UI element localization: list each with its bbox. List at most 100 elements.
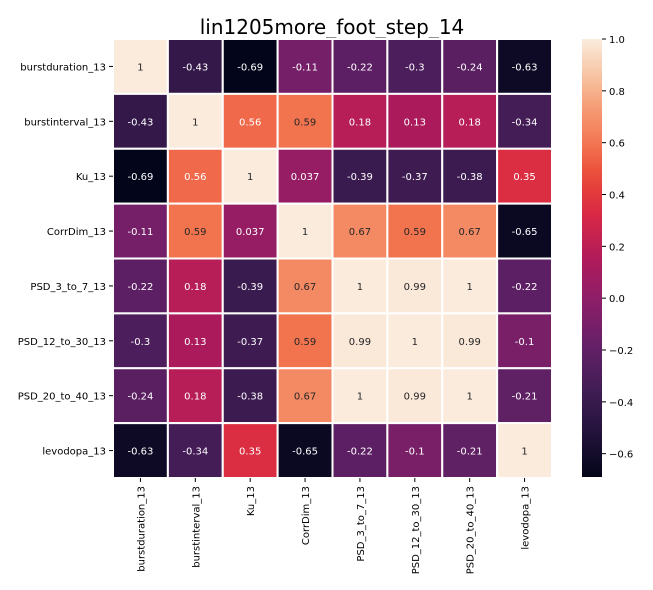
heatmap-cell-label: -0.22 bbox=[347, 62, 373, 73]
heatmap-cell-label: -0.65 bbox=[512, 227, 538, 238]
heatmap-cell bbox=[496, 312, 553, 370]
x-tick-label: CorrDim_13 bbox=[301, 486, 312, 545]
heatmap-cell bbox=[496, 38, 553, 95]
heatmap-cell bbox=[386, 312, 444, 370]
heatmap-cell-label: 0.13 bbox=[184, 337, 206, 348]
heatmap-cell-label: -0.65 bbox=[292, 447, 318, 458]
heatmap-cell-label: -0.22 bbox=[512, 282, 538, 293]
heatmap-cell-label: -0.43 bbox=[182, 62, 208, 73]
heatmap-cell-label: 1 bbox=[467, 282, 473, 293]
y-tick-label: burstinterval_13 bbox=[24, 117, 106, 128]
heatmap-cell bbox=[221, 147, 279, 205]
heatmap-cell bbox=[496, 92, 553, 150]
chart-title: lin1205more_foot_step_14 bbox=[200, 15, 465, 39]
heatmap-cell-label: -0.69 bbox=[128, 172, 154, 183]
y-tick-label: PSD_20_to_40_13 bbox=[18, 392, 106, 403]
x-tick-label: burstduration_13 bbox=[136, 486, 147, 572]
heatmap-cell-label: 0.18 bbox=[184, 392, 206, 403]
heatmap-cell-label: 0.99 bbox=[459, 337, 481, 348]
heatmap-cell bbox=[166, 367, 224, 425]
heatmap-cell-label: -0.3 bbox=[131, 337, 151, 348]
heatmap-cell-label: 0.35 bbox=[239, 447, 261, 458]
heatmap-cell-label: 0.56 bbox=[239, 117, 261, 128]
heatmap-cell bbox=[112, 367, 169, 425]
heatmap-cell-label: 1 bbox=[521, 447, 527, 458]
heatmap-cell-label: -0.1 bbox=[515, 337, 535, 348]
heatmap-cell-label: 0.67 bbox=[459, 227, 481, 238]
x-tick-label: PSD_3_to_7_13 bbox=[356, 486, 367, 562]
heatmap-cell-label: 1 bbox=[302, 227, 308, 238]
y-tick-label: Ku_13 bbox=[76, 172, 106, 183]
colorbar-tick-label: 0.4 bbox=[609, 191, 625, 202]
heatmap-cell-label: -0.69 bbox=[237, 62, 263, 73]
heatmap-cell bbox=[331, 367, 389, 425]
y-tick-label: burstduration_13 bbox=[20, 62, 106, 73]
heatmap-cell-label: -0.11 bbox=[128, 227, 154, 238]
heatmap-cell-label: 0.67 bbox=[294, 392, 316, 403]
heatmap-cell-label: -0.34 bbox=[182, 447, 208, 458]
heatmap-cell bbox=[331, 147, 389, 205]
heatmap-cell-label: 0.35 bbox=[513, 172, 535, 183]
colorbar-tick-label: 0.2 bbox=[609, 242, 625, 253]
heatmap-cell-label: -0.39 bbox=[347, 172, 373, 183]
heatmap-cell-label: 0.59 bbox=[294, 117, 316, 128]
heatmap-cell-label: -0.22 bbox=[128, 282, 154, 293]
heatmap-cell bbox=[221, 367, 279, 425]
heatmap-cell bbox=[331, 257, 389, 315]
heatmap-cell bbox=[276, 92, 334, 150]
heatmap-cell-label: -0.63 bbox=[512, 62, 538, 73]
heatmap-cell bbox=[441, 147, 499, 205]
heatmap-cell-label: 0.56 bbox=[184, 172, 206, 183]
heatmap-cell bbox=[166, 312, 224, 370]
heatmap-cell-label: -0.38 bbox=[457, 172, 483, 183]
heatmap-cell-label: 0.99 bbox=[404, 282, 426, 293]
heatmap-cell bbox=[331, 202, 389, 260]
heatmap-cell-label: 0.99 bbox=[404, 392, 426, 403]
heatmap-cell-label: 0.13 bbox=[404, 117, 426, 128]
heatmap-cell-label: 0.67 bbox=[294, 282, 316, 293]
heatmap-cell bbox=[386, 367, 444, 425]
heatmap-cell bbox=[276, 257, 334, 315]
colorbar bbox=[582, 39, 602, 477]
heatmap-cell-label: 0.67 bbox=[349, 227, 371, 238]
heatmap-cell-label: -0.63 bbox=[128, 447, 154, 458]
heatmap-cell-label: -0.1 bbox=[405, 447, 425, 458]
x-tick-label: PSD_20_to_40_13 bbox=[466, 486, 477, 574]
heatmap-cell-label: 1 bbox=[357, 282, 363, 293]
y-axis-tick-labels: burstduration_13 burstinterval_13 Ku_13 Cor… bbox=[18, 62, 113, 458]
heatmap-cell bbox=[441, 367, 499, 425]
heatmap-cell bbox=[386, 38, 444, 95]
colorbar-tick-label: 0.8 bbox=[609, 87, 625, 98]
colorbar-tick-label: −0.6 bbox=[609, 450, 633, 461]
heatmap-cell-label: 0.037 bbox=[291, 172, 320, 183]
heatmap-cell bbox=[331, 312, 389, 370]
heatmap-cell-labels: 1 -0.43 -0.69 -0.11 -0.22 -0.3 -0.24 -0.63-0.43… bbox=[128, 62, 538, 457]
heatmap-cell bbox=[386, 92, 444, 150]
x-tick-label: Ku_13 bbox=[246, 486, 257, 516]
y-tick-label: PSD_3_to_7_13 bbox=[30, 282, 106, 293]
x-tick-label: levodopa_13 bbox=[521, 486, 532, 550]
heatmap-cell bbox=[221, 202, 279, 260]
y-tick-label: levodopa_13 bbox=[42, 447, 106, 458]
heatmap-cell-label: -0.3 bbox=[405, 62, 425, 73]
heatmap-cell-label: 1 bbox=[467, 392, 473, 403]
heatmap-cell-label: -0.21 bbox=[457, 447, 483, 458]
colorbar-tick-label: 1.0 bbox=[609, 35, 625, 46]
heatmap-cell-label: -0.24 bbox=[128, 392, 154, 403]
heatmap-cell-label: 0.18 bbox=[184, 282, 206, 293]
heatmap-cell bbox=[166, 92, 224, 150]
heatmap-cell-label: -0.38 bbox=[237, 392, 263, 403]
y-tick-label: PSD_12_to_30_13 bbox=[18, 337, 106, 348]
heatmap-cell-label: -0.11 bbox=[292, 62, 318, 73]
heatmap-cell-label: -0.21 bbox=[512, 392, 538, 403]
heatmap-cell-label: -0.24 bbox=[457, 62, 483, 73]
heatmap-cell-label: 0.99 bbox=[349, 337, 371, 348]
heatmap-cell-label: 0.59 bbox=[184, 227, 206, 238]
heatmap-cell-label: 1 bbox=[357, 392, 363, 403]
heatmap-cell bbox=[221, 422, 279, 479]
heatmap-cell bbox=[496, 422, 553, 479]
colorbar-ticks: 1.0 0.8 0.6 0.4 0.2 0.0 −0.2 −0.4 −0.6 bbox=[602, 35, 633, 461]
heatmap-cell-label: -0.39 bbox=[237, 282, 263, 293]
heatmap-cell-label: 0.18 bbox=[459, 117, 481, 128]
